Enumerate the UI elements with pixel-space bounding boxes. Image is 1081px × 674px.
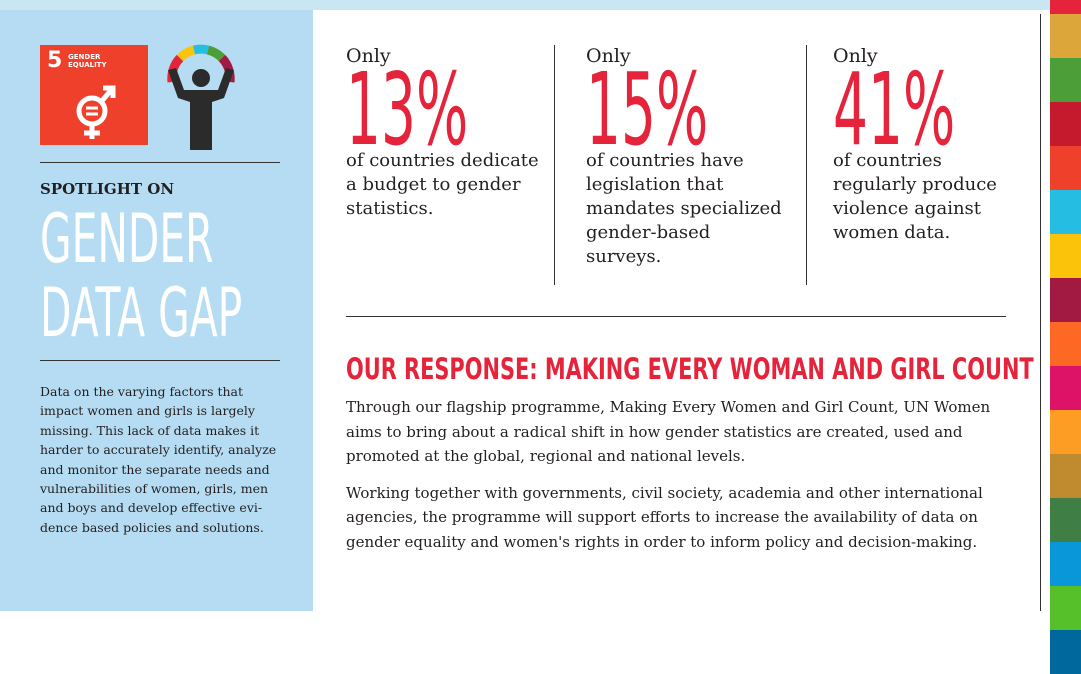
badge-line: EQUALITY bbox=[68, 61, 107, 69]
strip-block bbox=[1050, 322, 1081, 366]
stat-figure: 41% bbox=[833, 51, 1013, 168]
strip-block bbox=[1050, 586, 1081, 630]
response-heading: OUR RESPONSE: MAKING EVERY WOMAN AND GIR… bbox=[346, 352, 1081, 386]
strip-block bbox=[1050, 234, 1081, 278]
strip-block bbox=[1050, 190, 1081, 234]
strip-block bbox=[1050, 0, 1081, 14]
divider bbox=[346, 316, 1006, 317]
stat: Only 41% of countries regularly produce … bbox=[833, 45, 1013, 245]
divider bbox=[40, 162, 280, 163]
divider bbox=[806, 45, 807, 285]
divider bbox=[554, 45, 555, 285]
badge-line: GENDER bbox=[68, 53, 101, 61]
response-body: Through our flagship programme, Making E… bbox=[346, 395, 1006, 566]
sidebar-title: GENDER DATA GAP bbox=[40, 203, 377, 351]
sdg-color-strip bbox=[1050, 0, 1081, 674]
paragraph: Through our flagship programme, Making E… bbox=[346, 398, 991, 465]
title-line: GENDER bbox=[40, 200, 214, 279]
figure-icon bbox=[167, 44, 235, 150]
frame-line bbox=[1040, 14, 1041, 611]
stat-text: of countries have legislation that manda… bbox=[586, 150, 782, 267]
strip-block bbox=[1050, 630, 1081, 674]
badge-number: 5 bbox=[47, 48, 63, 73]
stat-figure: 13% bbox=[346, 51, 551, 168]
strip-block bbox=[1050, 14, 1081, 58]
sdg-badge: 5 GENDER EQUALITY bbox=[40, 45, 148, 145]
stat-text: of countries dedicate a budget to gender… bbox=[346, 150, 539, 219]
strip-block bbox=[1050, 542, 1081, 586]
badge-label: GENDER EQUALITY bbox=[68, 53, 107, 69]
strip-block bbox=[1050, 58, 1081, 102]
strip-block bbox=[1050, 278, 1081, 322]
sidebar-body: Data on the varying factors that impact … bbox=[40, 384, 277, 535]
divider bbox=[40, 360, 280, 361]
stat-figure: 15% bbox=[586, 51, 791, 168]
stat-text: of countries regularly produce violence … bbox=[833, 150, 997, 243]
title-line: DATA GAP bbox=[40, 274, 243, 353]
stat-figure-text: 15% bbox=[586, 51, 709, 168]
strip-block bbox=[1050, 102, 1081, 146]
response-heading-text: OUR RESPONSE: MAKING EVERY WOMAN AND GIR… bbox=[346, 352, 1034, 386]
stat: Only 15% of countries have legislation t… bbox=[586, 45, 791, 269]
strip-block bbox=[1050, 366, 1081, 410]
stat-figure-text: 13% bbox=[346, 51, 469, 168]
strip-block bbox=[1050, 410, 1081, 454]
stat-prefix: Only bbox=[586, 45, 631, 67]
stat-figure-text: 41% bbox=[833, 51, 956, 168]
strip-block bbox=[1050, 498, 1081, 542]
gender-icon bbox=[76, 85, 116, 139]
paragraph: Working together with governments, civil… bbox=[346, 483, 983, 551]
stat-prefix: Only bbox=[833, 45, 878, 67]
strip-block bbox=[1050, 146, 1081, 190]
strip-block bbox=[1050, 454, 1081, 498]
top-band bbox=[0, 0, 1081, 10]
stat: Only 13% of countries dedicate a budget … bbox=[346, 45, 551, 221]
stat-prefix: Only bbox=[346, 45, 391, 67]
kicker: SPOTLIGHT ON bbox=[40, 180, 175, 198]
